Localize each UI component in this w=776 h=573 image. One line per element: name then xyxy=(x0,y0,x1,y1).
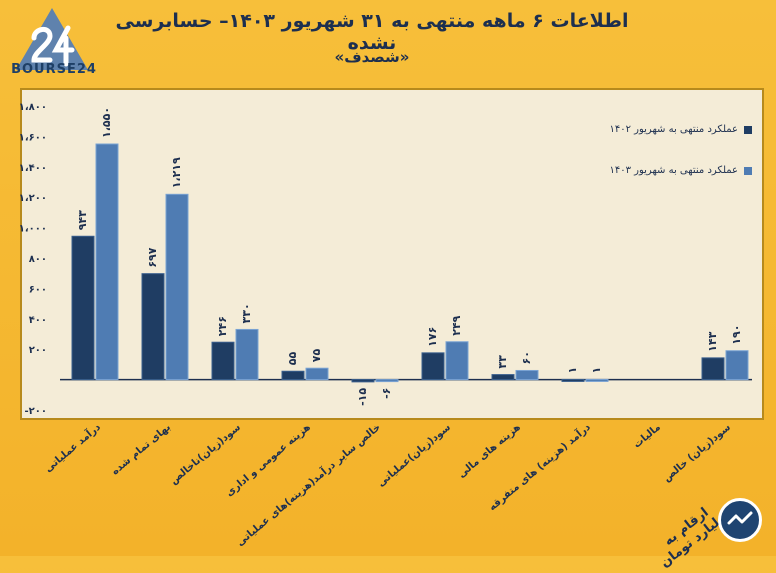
data-label: ۷۵ xyxy=(310,348,323,362)
bar xyxy=(305,367,329,381)
bar xyxy=(725,350,749,381)
y-tick-label: ۶۰۰ xyxy=(29,284,47,295)
data-label: ۳۳ xyxy=(496,355,509,369)
data-label: ۲۴۶ xyxy=(216,316,229,336)
category-label: بهای تمام شده xyxy=(110,422,173,478)
y-tick-label: ۴۰۰ xyxy=(29,315,47,326)
bar xyxy=(235,328,259,381)
legend-swatch-1403 xyxy=(744,166,752,175)
legend-label-1403: عملکرد منتهی به شهریور ۱۴۰۳ xyxy=(609,165,738,176)
legend-label-1402: عملکرد منتهی به شهریور ۱۴۰۲ xyxy=(609,124,738,135)
data-label: ۲۴۹ xyxy=(450,315,463,335)
data-label: ۱ xyxy=(590,367,603,374)
data-label: ۶۰ xyxy=(520,351,533,364)
data-label: ۱،۲۱۹ xyxy=(170,157,183,188)
data-label: ۹۴۳ xyxy=(76,210,89,230)
data-label: ۱ xyxy=(566,367,579,374)
data-label: -۱۵ xyxy=(356,388,369,406)
legend-item-1402: عملکرد منتهی به شهریور ۱۴۰۲ xyxy=(572,124,752,135)
category-label: خالص سایر درآمد(هزینه)های عملیاتی xyxy=(234,420,383,548)
bar xyxy=(211,341,235,381)
bar xyxy=(491,374,515,381)
bar-chart: -۲۰۰ ۲۰۰ ۴۰۰ ۶۰۰ ۸۰۰ ۱،۰۰۰ ۱،۲۰۰ ۱،۴۰۰ ۱،۶۰۰ ۱،۸۰… xyxy=(19,102,752,549)
trend-icon xyxy=(727,511,753,525)
bar xyxy=(165,193,189,381)
category-label: سود(زیان) خالص xyxy=(661,422,733,485)
y-tick-label: ۲۰۰ xyxy=(29,345,47,356)
y-tick-label: ۱،۸۰۰ xyxy=(19,102,47,113)
legend-swatch-1402 xyxy=(744,125,752,134)
legend-item-1403: عملکرد منتهی به شهریور ۱۴۰۳ xyxy=(572,165,752,176)
category-label: مالیات xyxy=(632,422,663,451)
symbol-title: «شصدف» xyxy=(334,48,410,66)
category-label: سود(زیان)ناخالص xyxy=(168,422,243,487)
bar xyxy=(281,370,305,381)
bar xyxy=(71,235,95,381)
bar xyxy=(141,273,165,381)
bar xyxy=(561,378,585,382)
category-label: هزینه های مالی xyxy=(456,422,523,480)
bar xyxy=(421,352,445,381)
data-label: ۱۴۳ xyxy=(706,331,719,351)
data-label: ۱۷۶ xyxy=(426,327,439,347)
y-tick-label: -۲۰۰ xyxy=(25,406,47,417)
category-label: درآمد عملیاتی xyxy=(42,420,103,474)
y-tick-label: ۱،۲۰۰ xyxy=(19,193,47,204)
bar xyxy=(585,378,609,382)
legend: عملکرد منتهی به شهریور ۱۴۰۲ عملکرد منتهی… xyxy=(572,124,752,206)
bar xyxy=(701,357,725,381)
channel-badge xyxy=(718,498,762,542)
y-tick-label: ۱،۶۰۰ xyxy=(19,132,47,143)
category-label: سود(زیان)عملیاتی xyxy=(376,422,453,489)
data-label: ۵۵ xyxy=(286,352,299,366)
data-label: ۳۳۰ xyxy=(240,303,253,323)
y-tick-label: ۱،۰۰۰ xyxy=(19,224,47,235)
brand-label: BOURSE24 xyxy=(11,62,97,77)
bourse24-logo xyxy=(16,8,88,70)
chart-title: اطلاعات ۶ ماهه منتهی به ۳۱ شهریور ۱۴۰۳– … xyxy=(115,10,629,54)
data-label: ۱،۵۵۰ xyxy=(100,107,113,138)
bar xyxy=(95,143,119,381)
y-tick-label: ۱،۴۰۰ xyxy=(19,163,47,174)
data-label: ۶۹۷ xyxy=(146,247,159,267)
bar xyxy=(351,379,375,383)
bar xyxy=(375,379,399,383)
bar xyxy=(515,369,539,381)
bar xyxy=(445,341,469,381)
data-label: -۶ xyxy=(380,388,393,399)
y-tick-label: ۸۰۰ xyxy=(29,254,47,265)
data-label: ۱۹۰ xyxy=(730,325,743,345)
